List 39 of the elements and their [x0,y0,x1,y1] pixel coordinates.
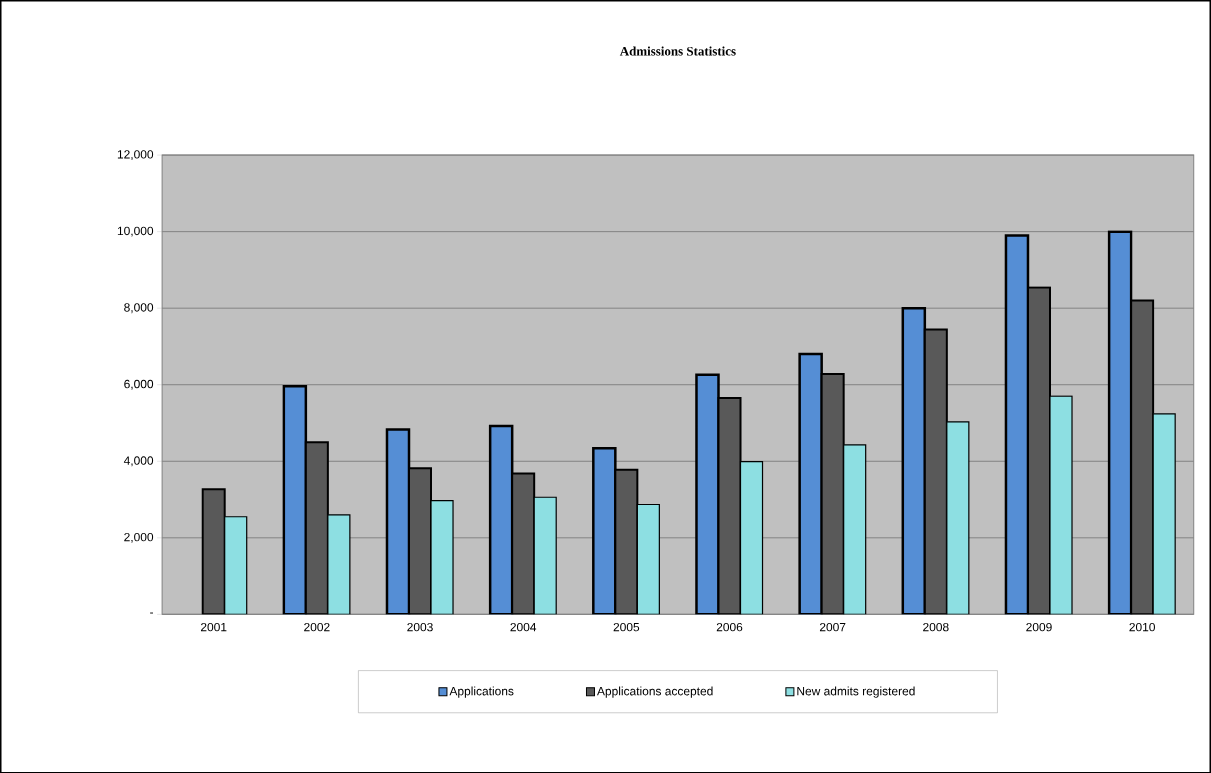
bar [636,503,660,615]
bar [304,440,329,615]
chart-title: Admissions Statistics [619,46,736,56]
bar [1049,395,1073,615]
bar [739,460,764,615]
bar [843,443,867,615]
legend-label: Applications accepted [596,686,713,698]
y-tick-label: 4,000 [123,456,154,466]
bar [1026,286,1051,615]
x-tick-label: 2010 [1129,622,1155,632]
bar [430,499,454,615]
bar [1152,412,1176,615]
x-tick-label: 2006 [716,622,743,632]
x-tick-label: 2004 [510,622,537,632]
bar [1107,230,1133,615]
bar [1130,299,1155,615]
x-tick-label: 2002 [304,622,330,632]
y-tick-label: 6,000 [124,379,154,390]
bar [488,424,514,615]
y-tick-label: - [150,612,154,614]
x-tick-label: 2001 [200,622,227,632]
x-tick-label: 2007 [819,622,846,632]
bar [946,421,970,615]
bar [533,496,557,615]
x-tick-label: 2008 [923,622,949,632]
y-tick-label: 10,000 [117,226,154,237]
bar [224,515,248,615]
legend-label: New admits registered [797,686,915,698]
x-tick-label: 2009 [1026,622,1052,632]
bar [820,372,845,615]
y-tick-label: 12,000 [117,149,154,160]
x-tick-label: 2005 [613,622,640,632]
bar [901,306,927,615]
y-tick-label: 2,000 [124,532,154,543]
x-tick-label: 2003 [407,622,433,632]
bar [717,396,742,615]
legend-label: Applications [449,686,514,698]
y-tick-label: 8,000 [124,303,154,313]
bar [923,328,948,615]
